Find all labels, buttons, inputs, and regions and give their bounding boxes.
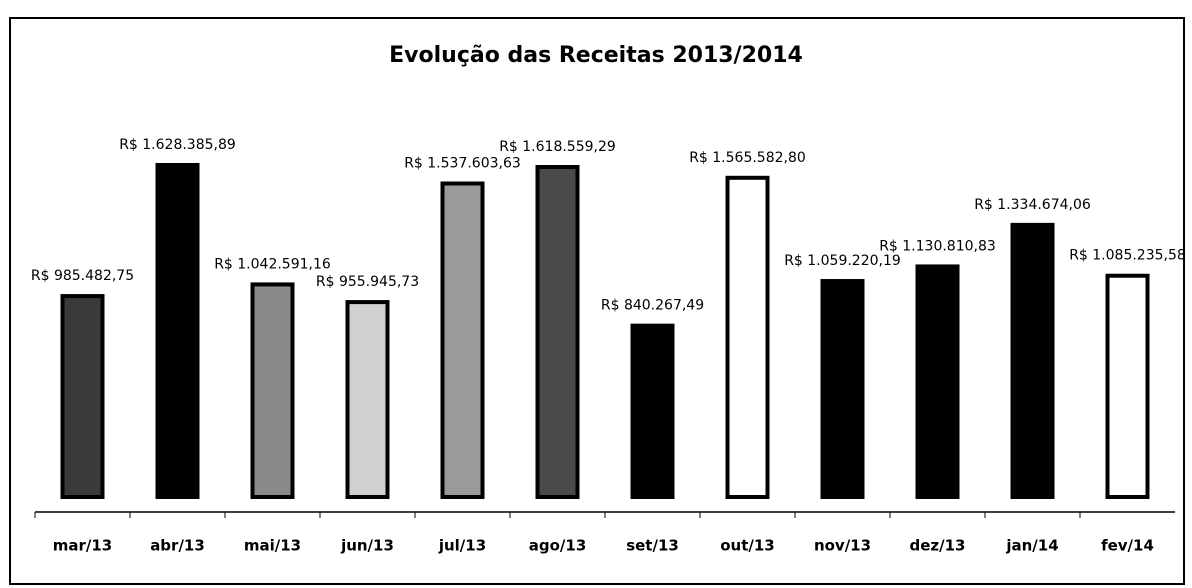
x-tick-label: nov/13 [814, 537, 871, 555]
value-label: R$ 1.537.603,63 [404, 155, 521, 171]
x-tick-label: set/13 [626, 537, 679, 555]
bar [630, 323, 675, 499]
value-label: R$ 1.059.220,19 [784, 253, 901, 269]
x-tick-label: dez/13 [910, 537, 966, 555]
value-label: R$ 1.130.810,83 [879, 238, 996, 254]
value-label: R$ 1.618.559,29 [499, 139, 616, 155]
value-label: R$ 1.085.235,58 [1069, 248, 1186, 264]
x-tick-label: jul/13 [438, 537, 486, 555]
bar [440, 181, 485, 500]
value-label: R$ 985.482,75 [31, 268, 134, 284]
bar [1010, 222, 1055, 499]
x-tick-label: abr/13 [150, 537, 205, 555]
chart-frame [9, 17, 1185, 585]
x-tick-label: fev/14 [1101, 537, 1154, 555]
x-tick-label: mai/13 [244, 537, 301, 555]
value-label: R$ 1.334.674,06 [974, 197, 1091, 213]
chart-title: Evolução das Receitas 2013/2014 [389, 43, 803, 68]
value-label: R$ 1.042.591,16 [214, 256, 331, 272]
x-tick-label: mar/13 [53, 537, 113, 555]
bar [60, 294, 105, 499]
bar [345, 300, 390, 499]
bar [820, 279, 865, 499]
bar [250, 282, 295, 499]
bar [725, 175, 770, 499]
bar [1105, 273, 1150, 499]
bar [155, 162, 200, 499]
value-label: R$ 1.565.582,80 [689, 150, 806, 166]
value-label: R$ 955.945,73 [316, 274, 419, 290]
bar [535, 164, 580, 499]
value-label: R$ 840.267,49 [601, 298, 704, 314]
x-tick-label: jun/13 [340, 537, 394, 555]
x-tick-label: ago/13 [529, 537, 587, 555]
x-tick-label: out/13 [720, 537, 775, 555]
x-tick-label: jan/14 [1005, 537, 1058, 555]
value-label: R$ 1.628.385,89 [119, 137, 236, 153]
bar [915, 264, 960, 500]
